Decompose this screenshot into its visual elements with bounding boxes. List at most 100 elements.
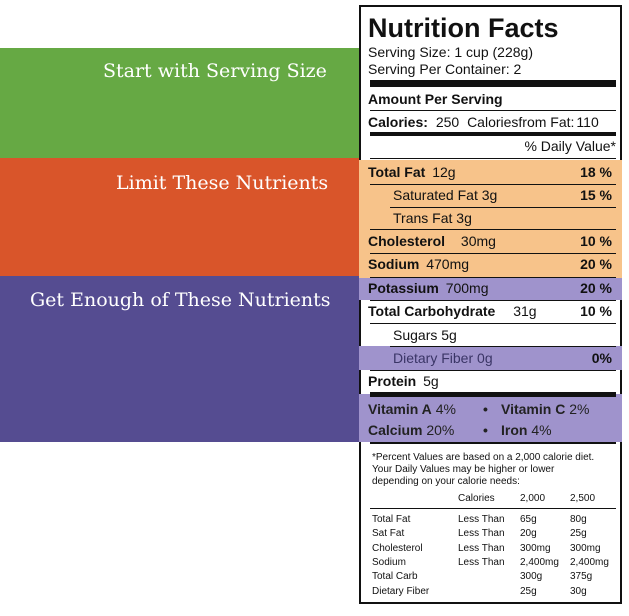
thick-rule-top xyxy=(370,80,616,87)
nutrient-sodium: Sodium 470mg 20 % xyxy=(368,256,616,272)
nutrient-dietary-fiber: Dietary Fiber 0g 0% xyxy=(393,350,616,366)
dv-table-cell: Total Carb xyxy=(372,571,418,583)
nutrient-protein: Protein 5g xyxy=(368,373,616,389)
nutrient-name: Protein xyxy=(368,373,417,389)
nutrient-trans-fat: Trans Fat 3g xyxy=(393,210,616,226)
band-limit-nutrients: Limit These Nutrients xyxy=(0,158,360,276)
calories-row: Calories: 250 Caloriesfrom Fat: 110 xyxy=(368,114,616,130)
rule xyxy=(370,110,616,111)
highlight-fiber xyxy=(359,346,622,370)
rule xyxy=(390,346,616,347)
label-title: Nutrition Facts xyxy=(368,13,559,43)
dv-table-cell: 20g xyxy=(520,528,537,540)
dv-table-cell: 25g xyxy=(520,585,537,597)
nutrient-amount: 5g xyxy=(423,373,439,389)
bullet: • xyxy=(483,401,488,417)
band-get-enough: Get Enough of These Nutrients xyxy=(0,276,360,442)
calories-label: Calories: xyxy=(368,114,428,130)
thick-rule-vitamins xyxy=(370,392,616,397)
nutrient-amount: 3g xyxy=(481,187,498,203)
iron-name: Iron xyxy=(501,422,528,438)
nutrient-dv: 0% xyxy=(591,350,612,366)
dv-table-cell: 300mg xyxy=(570,542,601,554)
rule xyxy=(370,158,616,159)
nutrient-sugars: Sugars 5g xyxy=(393,327,616,343)
nutrient-dv: 15 % xyxy=(580,187,612,203)
dv-table-cell: Less Than xyxy=(458,556,505,568)
nutrient-name: Saturated Fat xyxy=(393,187,478,203)
dv-table-cell: 375g xyxy=(570,571,593,583)
footnote-line: Your Daily Values may be higher or lower xyxy=(372,464,555,475)
nutrient-dv: 10 % xyxy=(580,233,612,249)
dv-table-cell: 80g xyxy=(570,514,587,525)
nutrient-dv: 20 % xyxy=(580,280,612,296)
nutrient-name: Potassium xyxy=(368,280,439,296)
dv-table-cell: Dietary Fiber xyxy=(372,585,430,597)
dv-table-cell: Less Than xyxy=(458,542,505,554)
dv-table-cell: 2,400mg xyxy=(570,556,609,568)
nutrient-amount: 0g xyxy=(477,350,493,366)
nutrient-name: Dietary Fiber xyxy=(393,350,474,366)
band-serving-size: Start with Serving Size xyxy=(0,48,360,158)
bullet: • xyxy=(483,422,488,438)
dv-table-cell: 30g xyxy=(570,585,587,597)
nutrient-saturated-fat: Saturated Fat 3g 15 % xyxy=(393,187,616,203)
dv-table-cell: Total Fat xyxy=(372,514,411,525)
nutrient-name: Cholesterol xyxy=(368,233,446,249)
dv-table-cell: Less Than xyxy=(458,514,505,525)
footnote-line: *Percent Values are based on a 2,000 cal… xyxy=(372,452,595,463)
dv-table-cell: 2,400mg xyxy=(520,556,559,568)
highlight-potassium xyxy=(359,278,622,300)
dv-table-cell: 65g xyxy=(520,514,537,525)
nutrient-name: Total Fat xyxy=(368,164,426,180)
vitamin-row-1: Vitamin A 4% • Vitamin C 2% xyxy=(368,401,616,417)
nutrient-amount: 3g xyxy=(456,210,472,226)
band-label-get-enough: Get Enough of These Nutrients xyxy=(30,289,331,311)
rule xyxy=(370,277,616,278)
nutrient-potassium: Potassium 700mg 20 % xyxy=(368,280,616,296)
rule xyxy=(370,229,616,230)
dv-table-cell: Cholesterol xyxy=(372,542,423,554)
nutrient-amount: 700mg xyxy=(445,280,489,296)
rule xyxy=(390,207,616,208)
band-label-limit-nutrients: Limit These Nutrients xyxy=(116,172,329,194)
nutrient-cholesterol: Cholesterol 30mg 10 % xyxy=(368,233,616,249)
vitamin-row-2: Calcium 20% • Iron 4% xyxy=(368,422,616,438)
nutrient-name: Sugars xyxy=(393,327,438,343)
dv-header-2000: 2,000 xyxy=(520,493,546,504)
calcium-name: Calcium xyxy=(368,422,423,438)
vitamin-a-name: Vitamin A xyxy=(368,401,432,417)
nutrient-dv: 18 % xyxy=(580,164,612,180)
nutrient-total-carbohydrate: Total Carbohydrate 31g 10 % xyxy=(368,303,616,319)
dv-table-cell: Less Than xyxy=(458,528,505,540)
vitamin-c-name: Vitamin C xyxy=(501,401,566,417)
rule xyxy=(370,370,616,371)
band-label-serving-size: Start with Serving Size xyxy=(103,60,327,82)
rule xyxy=(370,323,616,324)
nutrient-name: Trans Fat xyxy=(393,210,453,226)
calcium-value: 20% xyxy=(426,422,455,438)
servings-per-container: Serving Per Container: 2 xyxy=(368,61,522,77)
calories-fat-label: Caloriesfrom Fat: xyxy=(467,114,575,130)
dv-table-cell: 300mg xyxy=(520,542,551,554)
nutrient-name: Sodium xyxy=(368,256,420,272)
dv-header-2500: 2,500 xyxy=(570,493,596,504)
nutrient-amount: 470mg xyxy=(426,256,470,272)
nutrient-amount: 30mg xyxy=(460,233,496,249)
highlight-vitamins xyxy=(359,394,622,442)
nutrient-total-fat: Total Fat 12g 18 % xyxy=(368,164,616,180)
daily-value-header: % Daily Value* xyxy=(524,138,616,154)
vitamin-a-value: 4% xyxy=(435,401,456,417)
calories-fat-value: 110 xyxy=(576,114,599,130)
rule xyxy=(370,184,616,185)
rule xyxy=(370,442,616,444)
serving-size: Serving Size: 1 cup (228g) xyxy=(368,44,533,60)
nutrient-amount: 31g xyxy=(513,303,537,319)
rule xyxy=(370,253,616,254)
rule xyxy=(370,300,616,301)
nutrient-dv: 10 % xyxy=(580,303,612,319)
highlight-limit xyxy=(359,160,622,278)
nutrient-amount: 5g xyxy=(441,327,457,343)
footnote-line: depending on your calorie needs: xyxy=(372,476,520,487)
dv-header-calories: Calories xyxy=(458,493,495,504)
